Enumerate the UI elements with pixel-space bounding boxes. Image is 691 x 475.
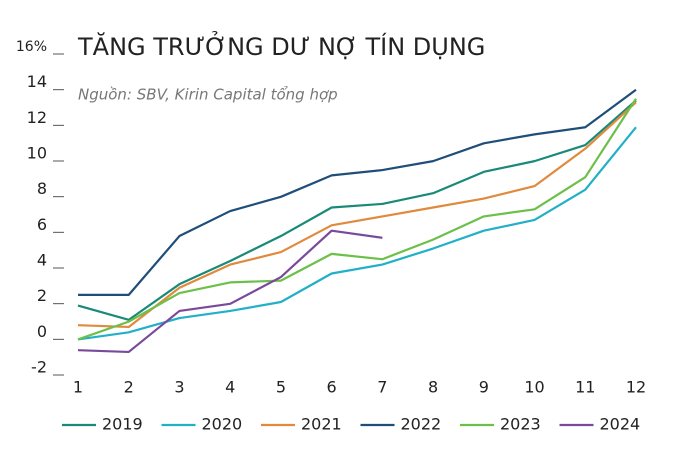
x-tick-label: 12 (626, 378, 646, 397)
legend-label: 2022 (401, 415, 442, 434)
y-tick-label: 10 (27, 144, 47, 163)
y-tick-label: 0 (37, 322, 47, 341)
x-tick-label: 5 (276, 378, 286, 397)
x-tick-label: 11 (575, 378, 595, 397)
series-line (77, 98, 637, 341)
y-tick-label: 16% (16, 39, 47, 55)
series-line (78, 88, 637, 296)
x-tick-label: 8 (428, 378, 438, 397)
y-tick-label: 12 (27, 108, 47, 127)
series-line (77, 99, 637, 321)
series-line (77, 101, 637, 329)
x-tick-label: 1 (73, 378, 83, 397)
x-tick-label: 9 (479, 378, 489, 397)
y-tick-label: 2 (37, 286, 47, 305)
y-tick-label: 4 (37, 251, 47, 270)
legend-label: 2019 (102, 415, 143, 434)
x-tick-label: 6 (327, 378, 337, 397)
y-tick-label: -2 (31, 358, 47, 377)
x-tick-label: 10 (524, 378, 544, 397)
chart-subtitle: Nguồn: SBV, Kirin Capital tổng hợp (78, 86, 338, 104)
legend-label: 2023 (500, 415, 541, 434)
x-tick-label: 3 (174, 378, 184, 397)
series-line (77, 126, 637, 341)
x-tick-label: 4 (225, 378, 235, 397)
legend-label: 2021 (301, 415, 342, 434)
y-tick-label: 6 (37, 215, 47, 234)
chart-title: TĂNG TRƯỞNG DƯ NỢ TÍN DỤNG (77, 30, 485, 61)
x-tick-label: 7 (377, 378, 387, 397)
series-line (77, 229, 383, 354)
legend-label: 2024 (600, 415, 641, 434)
legend-label: 2020 (202, 415, 243, 434)
y-tick-label: 8 (37, 179, 47, 198)
y-tick-label: 14 (27, 72, 47, 91)
x-tick-label: 2 (124, 378, 134, 397)
